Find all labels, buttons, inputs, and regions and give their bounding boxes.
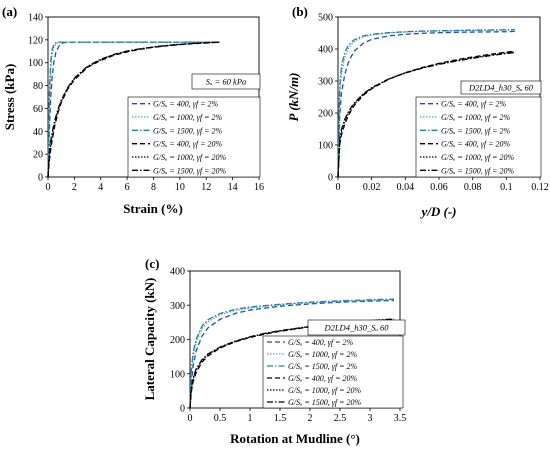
y-tick-label: 120 — [28, 35, 43, 46]
x-tick-label: 10 — [175, 182, 185, 193]
annotation-box — [191, 73, 261, 90]
y-tick-label: 0 — [180, 404, 185, 415]
series-line-3 — [337, 28, 515, 178]
y-tick-label: 20 — [33, 150, 43, 161]
y-tick-label: 300 — [318, 77, 333, 88]
y-tick-label: 200 — [170, 335, 185, 346]
x-tick-label: 0.5 — [214, 413, 227, 424]
y-tick-label: 60 — [33, 104, 43, 115]
x-axis-title: Strain (%) — [123, 201, 183, 216]
x-tick-label: 1.5 — [274, 413, 287, 424]
chart-panel-3: (c) 0 0.5 1 1.5 2 2.5 3 3.5 0 100 200 300 400 Rotation… — [142, 256, 406, 446]
annotation-box — [460, 80, 542, 95]
panel-label: (c) — [145, 256, 159, 271]
legend-entry: G/Sᵤ = 1000, γf = 20% — [153, 153, 227, 162]
legend-entry: G/Sᵤ = 400, γf = 2% — [153, 100, 219, 109]
x-tick-label: 2 — [72, 182, 77, 193]
y-tick-label: 400 — [170, 267, 185, 278]
chart-panel-1: (a) 0 2 4 6 8 10 12 14 16 0 20 40 60 80 100 120 140 Strain… — [2, 4, 264, 216]
x-tick-label: 0.08 — [464, 182, 482, 193]
chart-panel-2: (b) 0 0.02 0.04 0.06 0.08 0.1 0.12 0 100 200 300 400… — [286, 4, 549, 219]
x-tick-label: 3 — [368, 413, 373, 424]
x-tick-label: 0 — [336, 182, 341, 193]
legend-entry: G/Sᵤ = 1500, γf = 2% — [288, 362, 358, 371]
x-tick-label: 6 — [125, 182, 130, 193]
x-axis-title: Rotation at Mudline (°) — [230, 431, 360, 446]
y-tick-label: 80 — [33, 81, 43, 92]
x-tick-label: 16 — [254, 182, 264, 193]
y-tick-label: 0 — [38, 173, 43, 184]
y-tick-label: 300 — [170, 301, 185, 312]
x-tick-label: 0 — [46, 182, 51, 193]
annotation-text: D2LD4_h30_Sᵤ 60 — [323, 323, 389, 333]
x-tick-label: 8 — [151, 182, 156, 193]
annotation-text: D2LD4_h30_Sᵤ 60 — [468, 83, 534, 93]
y-tick-label: 100 — [318, 141, 333, 152]
y-tick-label: 140 — [28, 13, 43, 24]
series-line-3 — [189, 298, 395, 409]
legend-entry: G/Sᵤ = 1000, γf = 2% — [441, 113, 511, 122]
annotation-box — [307, 319, 406, 336]
panel-label: (b) — [292, 4, 308, 19]
y-axis-title: Lateral Capacity (kN) — [142, 278, 157, 401]
x-tick-label: 2 — [308, 413, 313, 424]
x-tick-label: 2.5 — [334, 413, 347, 424]
x-tick-label: 0.12 — [531, 182, 549, 193]
legend-entry: G/Sᵤ = 1000, γf = 2% — [288, 350, 358, 359]
legend-entry: G/Sᵤ = 400, γf = 2% — [288, 338, 354, 347]
x-tick-label: 0.04 — [397, 182, 415, 193]
legend-entry: G/Sᵤ = 400, γf = 20% — [441, 140, 511, 149]
legend-box — [262, 335, 404, 409]
legend-entry: G/Sᵤ = 1000, γf = 20% — [441, 153, 515, 162]
series-line-1 — [189, 299, 395, 409]
x-tick-label: 0.06 — [430, 182, 448, 193]
legend-entry: G/Sᵤ = 400, γf = 20% — [288, 374, 358, 383]
y-axis-title: Stress (kPa) — [2, 64, 17, 131]
x-tick-label: 3.5 — [394, 413, 407, 424]
legend-entry: G/Sᵤ = 400, γf = 2% — [441, 100, 507, 109]
y-tick-label: 400 — [318, 45, 333, 56]
y-tick-label: 500 — [318, 13, 333, 24]
legend-entry: G/Sᵤ = 1500, γf = 20% — [288, 398, 362, 407]
series-line-2 — [189, 299, 395, 409]
legend-entry: G/Sᵤ = 1500, γf = 2% — [153, 126, 223, 135]
series-line-3 — [47, 41, 220, 178]
legend-box — [127, 96, 261, 178]
legend-entry: G/Sᵤ = 1000, γf = 20% — [288, 386, 362, 395]
legend-entry: G/Sᵤ = 1500, γf = 20% — [441, 166, 515, 175]
annotation-text: Sᵤ = 60 kPa — [206, 77, 247, 87]
y-tick-label: 100 — [170, 369, 185, 380]
x-tick-label: 0 — [188, 413, 193, 424]
y-tick-label: 200 — [318, 109, 333, 120]
y-tick-label: 40 — [33, 127, 43, 138]
x-tick-label: 12 — [201, 182, 211, 193]
legend-entry: G/Sᵤ = 1500, γf = 2% — [441, 126, 511, 135]
legend-entry: G/Sᵤ = 400, γf = 20% — [153, 140, 223, 149]
x-axis-title: y/D (-) — [419, 204, 456, 219]
x-tick-label: 4 — [98, 182, 103, 193]
y-tick-label: 100 — [28, 58, 43, 69]
y-axis-title: P (kN/m) — [286, 73, 301, 122]
x-tick-label: 0.1 — [500, 182, 513, 193]
y-tick-label: 0 — [328, 173, 333, 184]
series-line-1 — [337, 30, 515, 178]
series-line-1 — [47, 41, 220, 178]
x-tick-label: 1 — [248, 413, 253, 424]
series-line-6 — [337, 51, 515, 178]
x-tick-label: 14 — [228, 182, 238, 193]
series-line-2 — [337, 29, 515, 178]
legend-entry: G/Sᵤ = 1000, γf = 2% — [153, 113, 223, 122]
panel-label: (a) — [2, 4, 17, 19]
legend-box — [415, 96, 542, 178]
legend-entry: G/Sᵤ = 1500, γf = 20% — [153, 166, 227, 175]
x-tick-label: 0.02 — [363, 182, 381, 193]
